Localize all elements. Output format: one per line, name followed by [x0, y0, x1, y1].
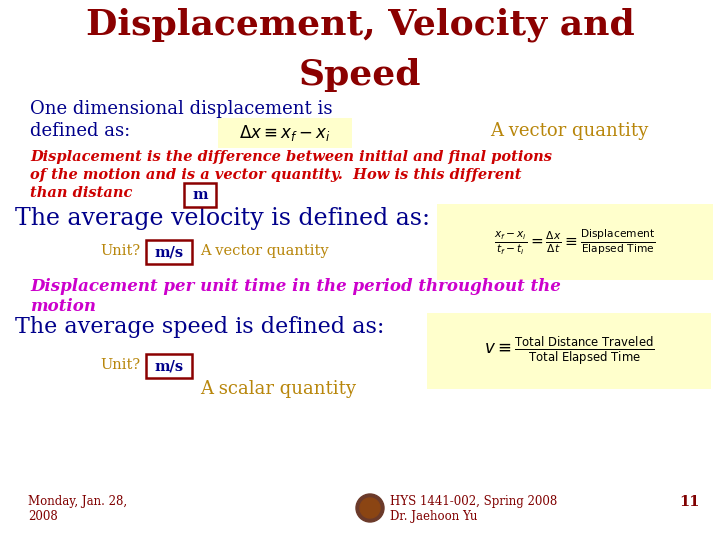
- Text: m: m: [192, 188, 208, 202]
- Text: defined as:: defined as:: [30, 122, 130, 140]
- FancyBboxPatch shape: [218, 118, 352, 148]
- FancyBboxPatch shape: [427, 313, 711, 389]
- FancyBboxPatch shape: [146, 354, 192, 378]
- Text: 11: 11: [680, 495, 700, 509]
- Text: Speed: Speed: [299, 58, 421, 92]
- Text: m/s: m/s: [154, 359, 184, 373]
- Text: HYS 1441-002, Spring 2008
Dr. Jaehoon Yu: HYS 1441-002, Spring 2008 Dr. Jaehoon Yu: [390, 495, 557, 523]
- Text: than distanc: than distanc: [30, 186, 132, 200]
- Text: Displacement, Velocity and: Displacement, Velocity and: [86, 8, 634, 43]
- Text: $\frac{x_f - x_i}{t_f - t_i} = \frac{\Delta x}{\Delta t} \equiv \frac{\mathrm{Di: $\frac{x_f - x_i}{t_f - t_i} = \frac{\De…: [494, 227, 656, 257]
- Text: A vector quantity: A vector quantity: [490, 122, 648, 140]
- Text: of the motion and is a vector quantity.  How is this different: of the motion and is a vector quantity. …: [30, 168, 521, 182]
- Text: The average velocity is defined as:: The average velocity is defined as:: [15, 207, 430, 230]
- Text: Monday, Jan. 28,
2008: Monday, Jan. 28, 2008: [28, 495, 127, 523]
- FancyBboxPatch shape: [184, 183, 216, 207]
- Text: Displacement is the difference between initial and final potions: Displacement is the difference between i…: [30, 150, 552, 164]
- Text: $\Delta x \equiv x_f - x_i$: $\Delta x \equiv x_f - x_i$: [239, 123, 330, 143]
- Circle shape: [356, 494, 384, 522]
- Text: One dimensional displacement is: One dimensional displacement is: [30, 100, 333, 118]
- Circle shape: [360, 498, 380, 518]
- Text: Unit?: Unit?: [100, 244, 140, 258]
- FancyBboxPatch shape: [437, 204, 713, 280]
- Text: $v \equiv \frac{\mathrm{Total\ Distance\ Traveled}}{\mathrm{Total\ Elapsed\ Time: $v \equiv \frac{\mathrm{Total\ Distance\…: [484, 335, 654, 367]
- Text: Unit?: Unit?: [100, 358, 140, 372]
- Text: A scalar quantity: A scalar quantity: [200, 380, 356, 398]
- Text: motion: motion: [30, 298, 96, 315]
- Text: A vector quantity: A vector quantity: [200, 244, 328, 258]
- FancyBboxPatch shape: [146, 240, 192, 264]
- Text: The average speed is defined as:: The average speed is defined as:: [15, 316, 384, 338]
- Text: m/s: m/s: [154, 245, 184, 259]
- Text: Displacement per unit time in the period throughout the: Displacement per unit time in the period…: [30, 278, 561, 295]
